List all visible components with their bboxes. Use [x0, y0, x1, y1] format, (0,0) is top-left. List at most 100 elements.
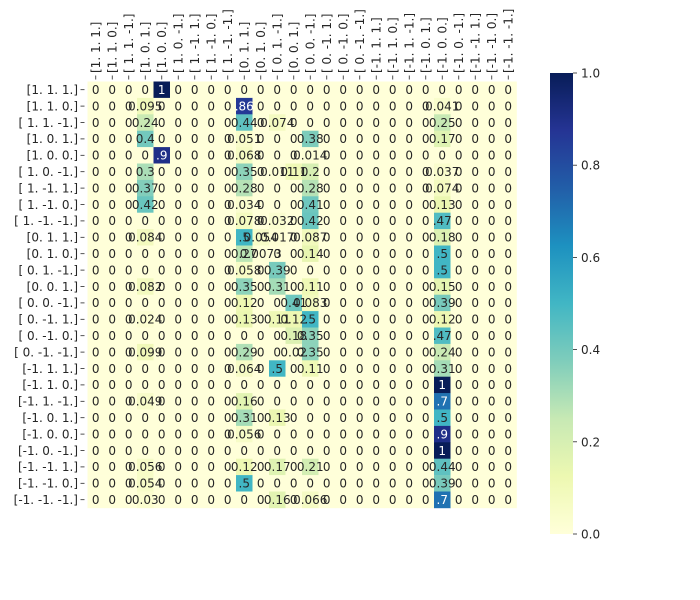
- heatmap-cell-value: 0.13: [429, 198, 456, 212]
- heatmap-cell-value: 0: [405, 345, 413, 359]
- heatmap-cell-value: 0: [389, 99, 397, 113]
- heatmap-cell: [368, 475, 385, 492]
- heatmap-cell-value: 0: [207, 231, 215, 245]
- heatmap-cell: [269, 327, 286, 345]
- heatmap-cell-value: 0: [339, 231, 347, 245]
- heatmap-cell: [285, 278, 303, 295]
- heatmap-cell-value: 0.35: [231, 165, 258, 179]
- heatmap-cell: [483, 360, 501, 377]
- heatmap-cell: [401, 147, 418, 164]
- heatmap-cell: [170, 147, 187, 164]
- heatmap-cell: [137, 425, 154, 443]
- heatmap-cell-value: 0: [92, 214, 100, 228]
- heatmap-cell: [87, 179, 105, 197]
- heatmap-cell-value: 0.13: [264, 411, 291, 425]
- heatmap-cell: [87, 458, 105, 476]
- heatmap-cell-value: 0: [422, 411, 430, 425]
- heatmap-cell-value: 0: [422, 493, 430, 507]
- heatmap-cell-value: 0: [273, 378, 281, 392]
- heatmap-cell: [335, 475, 352, 492]
- heatmap-cell-value: 0: [158, 231, 166, 245]
- heatmap-cell-value: 0: [356, 181, 364, 195]
- heatmap-cell: [186, 491, 204, 509]
- heatmap-cell-value: 0: [224, 427, 232, 441]
- heatmap-cell-value: 0: [306, 263, 314, 277]
- heatmap-cell: [483, 212, 501, 230]
- heatmap-cell-value: 0.037: [425, 165, 459, 179]
- heatmap-cell-value: 0: [174, 280, 182, 294]
- heatmap-cell: [269, 311, 286, 328]
- heatmap-cell: [120, 97, 138, 115]
- heatmap-cell: [500, 245, 517, 263]
- heatmap-cell: [467, 311, 484, 328]
- heatmap-cell: [351, 327, 369, 345]
- heatmap-cell-value: 0: [191, 280, 199, 294]
- heatmap-cell: [252, 294, 270, 312]
- heatmap-cell: [450, 212, 468, 230]
- heatmap-cell-value: 0: [488, 198, 496, 212]
- heatmap-cell-value: 0: [273, 247, 281, 261]
- heatmap-cell: [500, 360, 517, 377]
- heatmap-cell-value: 0.064: [227, 362, 261, 376]
- heatmap-cell: [104, 376, 121, 394]
- heatmap-cell-value: 0.087: [293, 231, 327, 245]
- heatmap-cell-value: 0: [372, 83, 380, 97]
- heatmap-cell-value: 0: [290, 116, 298, 130]
- heatmap-cell-value: 0: [141, 263, 149, 277]
- heatmap-cell: [104, 393, 121, 410]
- heatmap-cell-value: 0: [422, 427, 430, 441]
- heatmap-cell-value: 0: [158, 493, 166, 507]
- heatmap-cell: [417, 179, 435, 197]
- heatmap-cell: [467, 360, 484, 377]
- heatmap-cell: [384, 179, 402, 197]
- heatmap-cell: [351, 179, 369, 197]
- heatmap-cell-value: 0.074: [260, 116, 294, 130]
- heatmap-cell-value: 0.099: [128, 345, 162, 359]
- heatmap-cell: [434, 327, 451, 345]
- heatmap-cell: [417, 327, 435, 345]
- heatmap-cell-value: 0: [240, 493, 248, 507]
- heatmap-cell: [170, 475, 187, 492]
- heatmap-cell-value: 0: [405, 149, 413, 163]
- heatmap-cell: [203, 163, 220, 181]
- heatmap-cell-value: 0: [372, 329, 380, 343]
- heatmap-cell-value: 0: [92, 83, 100, 97]
- heatmap-cell-value: 0: [389, 165, 397, 179]
- heatmap-cell-value: 0: [92, 493, 100, 507]
- heatmap-cell-value: 0.44: [429, 460, 456, 474]
- heatmap-cell-value: 0: [207, 181, 215, 195]
- heatmap-cell: [368, 393, 385, 410]
- heatmap-cell-value: 0: [191, 395, 199, 409]
- heatmap-cell: [104, 196, 121, 213]
- heatmap-cell: [500, 147, 517, 164]
- heatmap-cell: [401, 114, 418, 131]
- heatmap-cell-value: 0.41: [297, 198, 324, 212]
- heatmap-cell-value: 0: [339, 116, 347, 130]
- heatmap-cell: [236, 442, 253, 459]
- heatmap-cell: [450, 196, 468, 213]
- heatmap-cell: [219, 245, 237, 263]
- heatmap-cell: [483, 97, 501, 115]
- heatmap-cell: [302, 393, 319, 410]
- heatmap-cell: [87, 343, 105, 361]
- heatmap-cell: [285, 245, 303, 263]
- heatmap-cell-value: 0: [405, 263, 413, 277]
- heatmap-cell-value: 0: [455, 214, 463, 228]
- heatmap-cell-value: 0: [389, 231, 397, 245]
- heatmap-cell-value: 0: [141, 149, 149, 163]
- heatmap-cell: [434, 163, 451, 181]
- heatmap-cell: [104, 278, 121, 295]
- heatmap-cell-value: 0: [455, 116, 463, 130]
- heatmap-cell: [153, 475, 171, 492]
- heatmap-cell: [351, 196, 369, 213]
- heatmap-cell: [335, 163, 352, 181]
- heatmap-cell: [434, 442, 451, 459]
- heatmap-cell-value: 0: [174, 493, 182, 507]
- heatmap-cell-value: 0: [207, 247, 215, 261]
- heatmap-cell: [450, 130, 468, 148]
- heatmap-cell-value: 0: [141, 247, 149, 261]
- heatmap-cell-value: 0: [191, 411, 199, 425]
- y-tick-label: [1. 1. 1.]: [27, 83, 78, 97]
- heatmap-cell: [500, 442, 517, 459]
- heatmap-cell: [351, 458, 369, 476]
